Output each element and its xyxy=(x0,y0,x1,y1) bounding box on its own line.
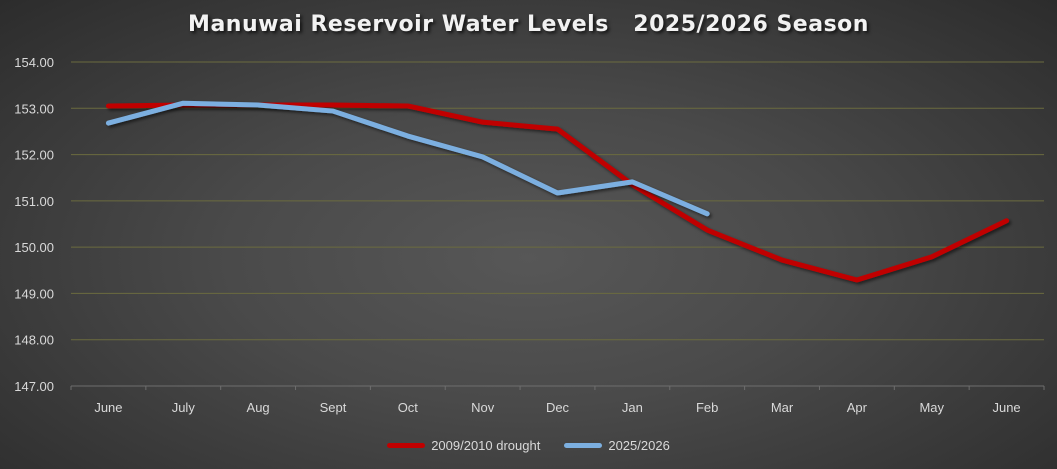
y-tick-label: 151.00 xyxy=(14,194,54,209)
y-axis: 147.00 148.00 149.00 150.00 151.00 152.00 153.… xyxy=(14,55,54,394)
legend: 2009/2010 drought 2025/2026 xyxy=(0,438,1057,453)
x-tick-label: Apr xyxy=(847,400,868,415)
data-point[interactable] xyxy=(555,190,560,195)
x-tick-label: Dec xyxy=(546,400,570,415)
chart-title: Manuwai Reservoir Water Levels 2025/2026… xyxy=(188,12,869,37)
legend-item-2009-2010[interactable]: 2009/2010 drought xyxy=(387,438,540,453)
y-tick-label: 150.00 xyxy=(14,240,54,255)
legend-item-2025-2026[interactable]: 2025/2026 xyxy=(564,438,670,453)
data-point[interactable] xyxy=(630,179,635,184)
x-tick-label: Feb xyxy=(696,400,718,415)
y-tick-label: 154.00 xyxy=(14,55,54,70)
data-point[interactable] xyxy=(705,228,710,233)
series-lines xyxy=(105,100,1010,283)
x-axis: June July Aug Sept Oct Nov Dec Jan Feb Mar Apr May J… xyxy=(70,385,1045,415)
x-tick-label: Oct xyxy=(398,400,419,415)
x-tick-label: July xyxy=(172,400,196,415)
x-tick-label: June xyxy=(992,400,1020,415)
y-tick-label: 152.00 xyxy=(14,148,54,163)
data-point[interactable] xyxy=(330,103,335,108)
data-point[interactable] xyxy=(106,121,111,126)
y-tick-label: 148.00 xyxy=(14,333,54,348)
data-point[interactable] xyxy=(256,103,261,108)
legend-label: 2025/2026 xyxy=(608,438,670,453)
data-point[interactable] xyxy=(480,154,485,159)
gridlines xyxy=(71,61,1044,341)
x-tick-label: Jan xyxy=(622,400,643,415)
data-point[interactable] xyxy=(780,258,785,263)
legend-swatch-red xyxy=(387,443,426,448)
data-point[interactable] xyxy=(405,134,410,139)
x-tick-label: Mar xyxy=(771,400,794,415)
y-tick-label: 149.00 xyxy=(14,286,54,301)
x-tick-label: Nov xyxy=(471,400,495,415)
data-point[interactable] xyxy=(1004,218,1009,223)
series-line-1[interactable] xyxy=(105,100,710,217)
legend-swatch-blue xyxy=(564,443,603,448)
data-point[interactable] xyxy=(929,254,934,259)
data-point[interactable] xyxy=(106,103,111,108)
y-tick-label: 153.00 xyxy=(14,101,54,116)
data-point[interactable] xyxy=(330,109,335,114)
data-point[interactable] xyxy=(854,278,859,283)
y-tick-label: 147.00 xyxy=(14,379,54,394)
data-point[interactable] xyxy=(405,103,410,108)
data-point[interactable] xyxy=(480,120,485,125)
legend-label: 2009/2010 drought xyxy=(431,438,541,453)
x-tick-label: June xyxy=(94,400,122,415)
data-point[interactable] xyxy=(555,127,560,132)
x-tick-label: Sept xyxy=(320,400,347,415)
data-point[interactable] xyxy=(181,101,186,106)
x-tick-label: Aug xyxy=(247,400,270,415)
data-point[interactable] xyxy=(705,211,710,216)
x-tick-label: May xyxy=(919,400,944,415)
